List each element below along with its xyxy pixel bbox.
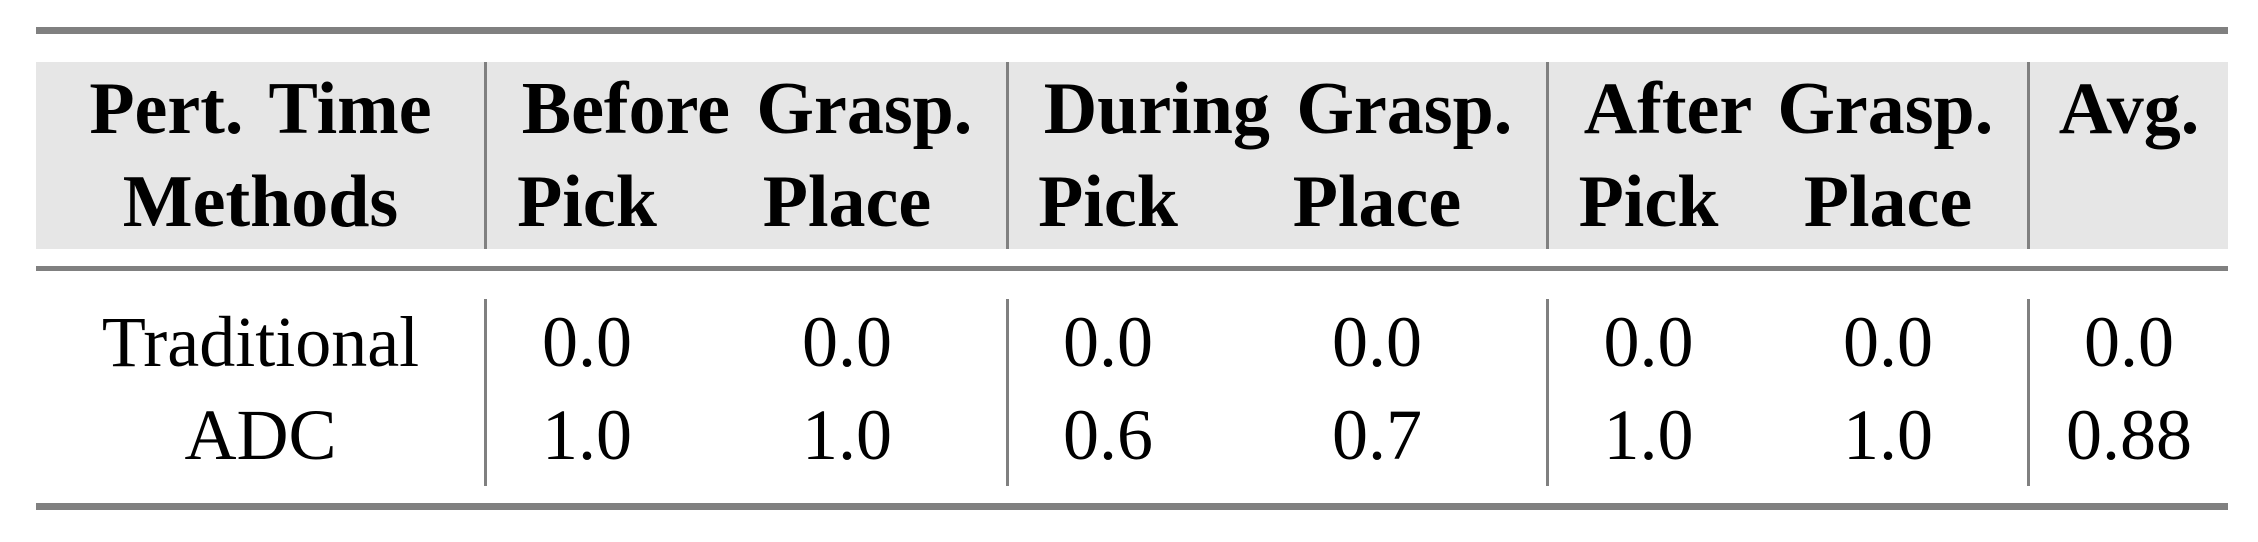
- header-avg: Avg.: [2058, 68, 2200, 150]
- header-during-place: Place: [1292, 161, 1462, 243]
- header-during-pick: Pick: [1038, 161, 1178, 243]
- header-during-grasp: During Grasp.: [1043, 68, 1513, 150]
- avg-cell: 0.0: [2084, 302, 2174, 382]
- value-cell: 0.0: [1603, 302, 1694, 382]
- value-cell: 0.6: [1063, 395, 1153, 475]
- value-cell: 0.0: [1332, 302, 1422, 382]
- value-cell: 0.0: [542, 302, 632, 382]
- header-after-place: Place: [1803, 161, 1973, 243]
- header-after-pick: Pick: [1578, 161, 1719, 243]
- header-after-grasp: After Grasp.: [1583, 68, 1994, 150]
- value-cell: 0.0: [1063, 302, 1153, 382]
- header-background: [36, 62, 2228, 249]
- top-rule: [36, 27, 2228, 34]
- header-before-place: Place: [762, 161, 932, 243]
- avg-cell: 0.88: [2066, 395, 2192, 475]
- column-divider: [2027, 62, 2030, 249]
- value-cell: 0.7: [1332, 395, 1422, 475]
- header-before-pick: Pick: [517, 161, 657, 243]
- value-cell: 0.0: [1843, 302, 1933, 382]
- value-cell: 1.0: [542, 395, 632, 475]
- column-divider: [484, 299, 487, 486]
- header-before-grasp: Before Grasp.: [521, 68, 973, 150]
- column-divider: [1546, 62, 1549, 249]
- method-name: ADC: [184, 395, 337, 475]
- method-name: Traditional: [101, 302, 420, 382]
- column-divider: [2027, 299, 2030, 486]
- header-pert-time: Pert. Time: [89, 68, 432, 150]
- value-cell: 0.0: [802, 302, 892, 382]
- mid-rule: [36, 266, 2228, 271]
- column-divider: [1546, 299, 1549, 486]
- bottom-rule: [36, 503, 2228, 510]
- column-divider: [484, 62, 487, 249]
- column-divider: [1006, 299, 1009, 486]
- value-cell: 1.0: [802, 395, 892, 475]
- column-divider: [1006, 62, 1009, 249]
- header-methods: Methods: [122, 161, 399, 243]
- value-cell: 1.0: [1603, 395, 1694, 475]
- value-cell: 1.0: [1843, 395, 1933, 475]
